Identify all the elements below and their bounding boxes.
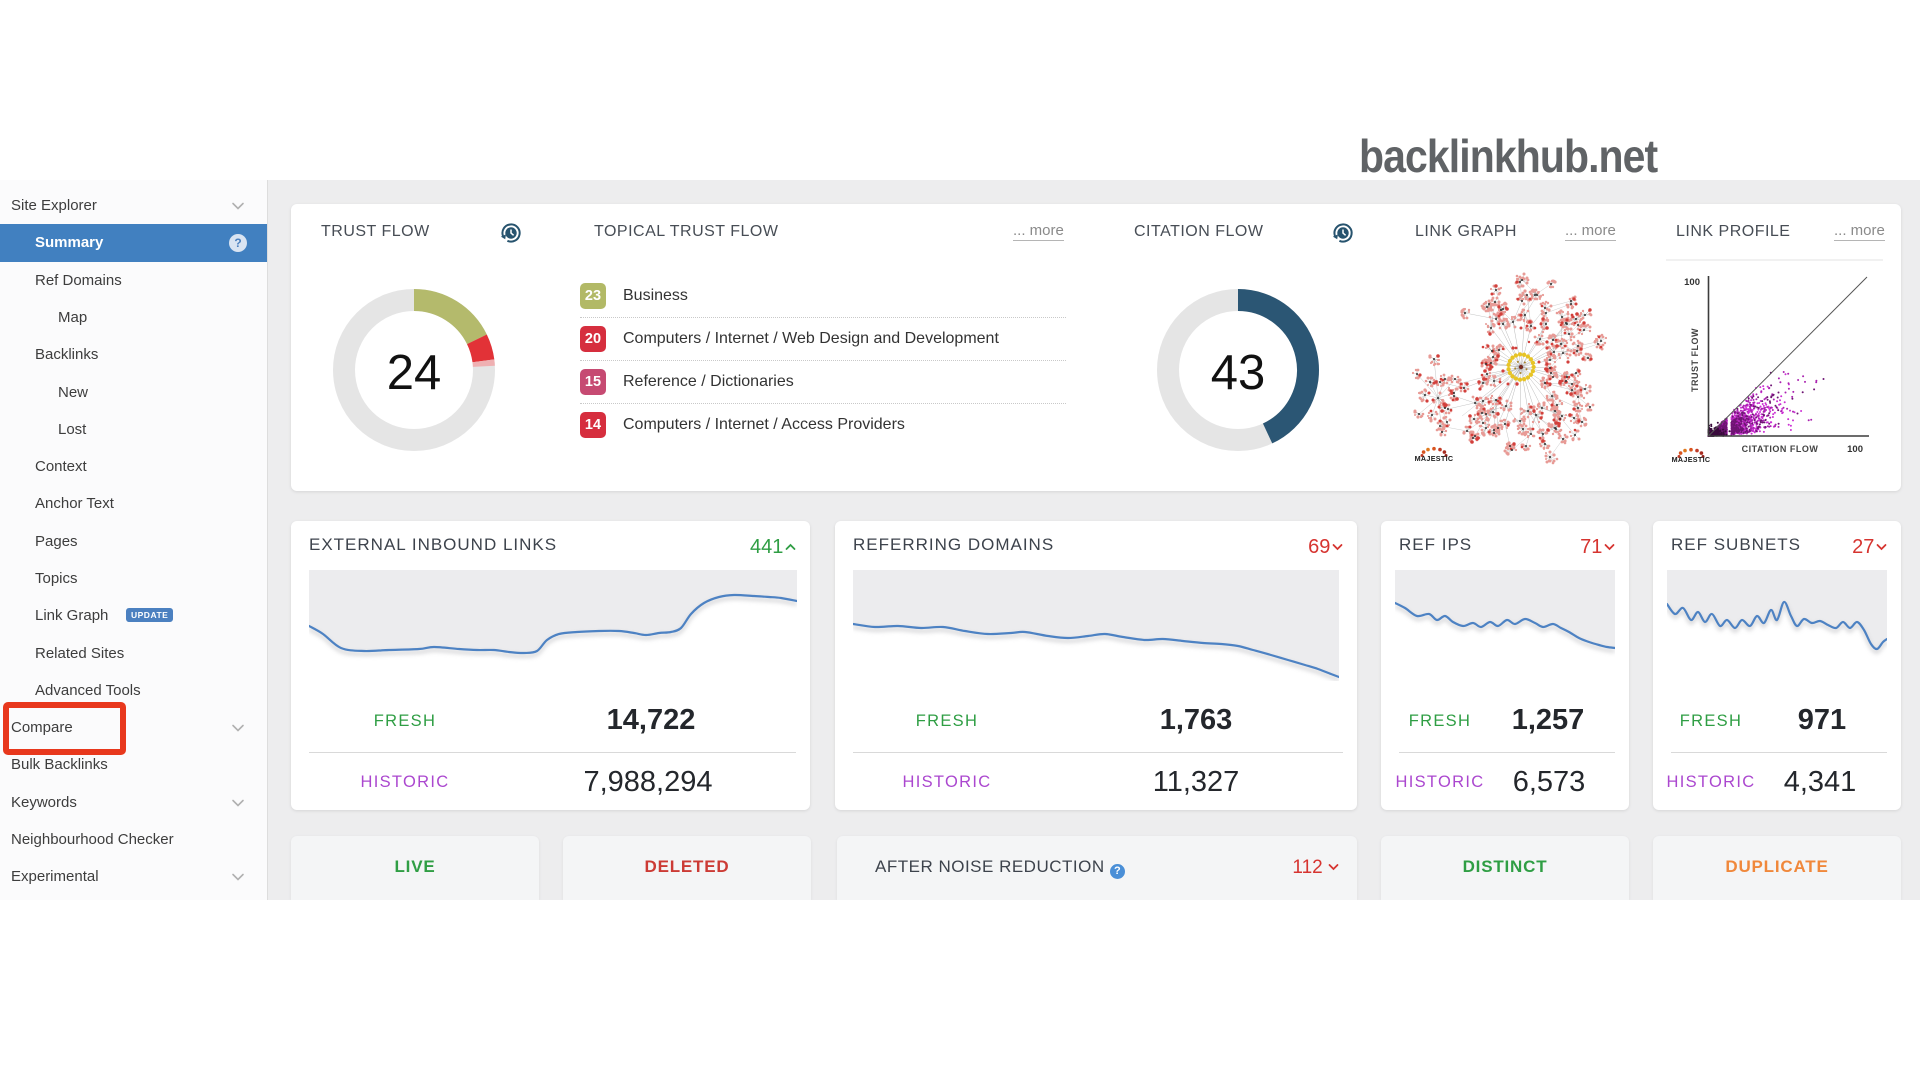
svg-text:43: 43 — [1211, 346, 1266, 400]
svg-text:24: 24 — [387, 346, 442, 400]
